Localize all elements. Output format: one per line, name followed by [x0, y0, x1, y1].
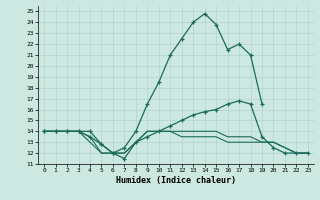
X-axis label: Humidex (Indice chaleur): Humidex (Indice chaleur)	[116, 176, 236, 185]
